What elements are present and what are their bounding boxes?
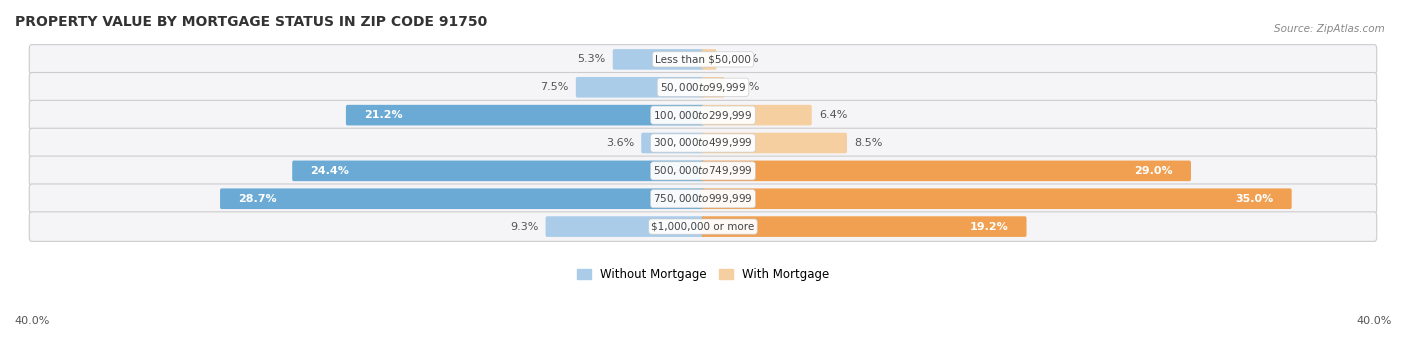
Text: $50,000 to $99,999: $50,000 to $99,999 bbox=[659, 81, 747, 94]
Text: 1.2%: 1.2% bbox=[731, 82, 759, 92]
Text: $100,000 to $299,999: $100,000 to $299,999 bbox=[654, 109, 752, 122]
FancyBboxPatch shape bbox=[641, 133, 704, 153]
Text: $500,000 to $749,999: $500,000 to $749,999 bbox=[654, 164, 752, 177]
Text: 0.72%: 0.72% bbox=[724, 54, 759, 64]
Text: 8.5%: 8.5% bbox=[853, 138, 883, 148]
Text: 35.0%: 35.0% bbox=[1236, 194, 1274, 204]
Text: $750,000 to $999,999: $750,000 to $999,999 bbox=[654, 192, 752, 205]
Text: 28.7%: 28.7% bbox=[238, 194, 277, 204]
FancyBboxPatch shape bbox=[702, 160, 1191, 181]
Text: PROPERTY VALUE BY MORTGAGE STATUS IN ZIP CODE 91750: PROPERTY VALUE BY MORTGAGE STATUS IN ZIP… bbox=[15, 15, 488, 29]
Text: 9.3%: 9.3% bbox=[510, 222, 538, 232]
Text: Source: ZipAtlas.com: Source: ZipAtlas.com bbox=[1274, 24, 1385, 34]
FancyBboxPatch shape bbox=[576, 77, 704, 98]
FancyBboxPatch shape bbox=[30, 184, 1376, 214]
FancyBboxPatch shape bbox=[702, 49, 717, 70]
FancyBboxPatch shape bbox=[702, 77, 724, 98]
FancyBboxPatch shape bbox=[346, 105, 704, 125]
Text: 40.0%: 40.0% bbox=[1357, 317, 1392, 326]
Legend: Without Mortgage, With Mortgage: Without Mortgage, With Mortgage bbox=[572, 263, 834, 286]
FancyBboxPatch shape bbox=[30, 100, 1376, 130]
FancyBboxPatch shape bbox=[702, 216, 1026, 237]
FancyBboxPatch shape bbox=[30, 212, 1376, 241]
Text: 21.2%: 21.2% bbox=[364, 110, 402, 120]
Text: $300,000 to $499,999: $300,000 to $499,999 bbox=[654, 136, 752, 150]
FancyBboxPatch shape bbox=[30, 45, 1376, 74]
FancyBboxPatch shape bbox=[30, 156, 1376, 186]
Text: 5.3%: 5.3% bbox=[578, 54, 606, 64]
FancyBboxPatch shape bbox=[30, 128, 1376, 158]
FancyBboxPatch shape bbox=[292, 160, 704, 181]
FancyBboxPatch shape bbox=[546, 216, 704, 237]
Text: Less than $50,000: Less than $50,000 bbox=[655, 54, 751, 64]
FancyBboxPatch shape bbox=[221, 188, 704, 209]
Text: 24.4%: 24.4% bbox=[311, 166, 349, 176]
FancyBboxPatch shape bbox=[702, 133, 846, 153]
FancyBboxPatch shape bbox=[30, 72, 1376, 102]
Text: 7.5%: 7.5% bbox=[540, 82, 569, 92]
Text: 6.4%: 6.4% bbox=[818, 110, 848, 120]
Text: 29.0%: 29.0% bbox=[1135, 166, 1173, 176]
FancyBboxPatch shape bbox=[613, 49, 704, 70]
Text: 40.0%: 40.0% bbox=[14, 317, 49, 326]
Text: $1,000,000 or more: $1,000,000 or more bbox=[651, 222, 755, 232]
Text: 3.6%: 3.6% bbox=[606, 138, 634, 148]
FancyBboxPatch shape bbox=[702, 188, 1292, 209]
FancyBboxPatch shape bbox=[702, 105, 811, 125]
Text: 19.2%: 19.2% bbox=[970, 222, 1008, 232]
